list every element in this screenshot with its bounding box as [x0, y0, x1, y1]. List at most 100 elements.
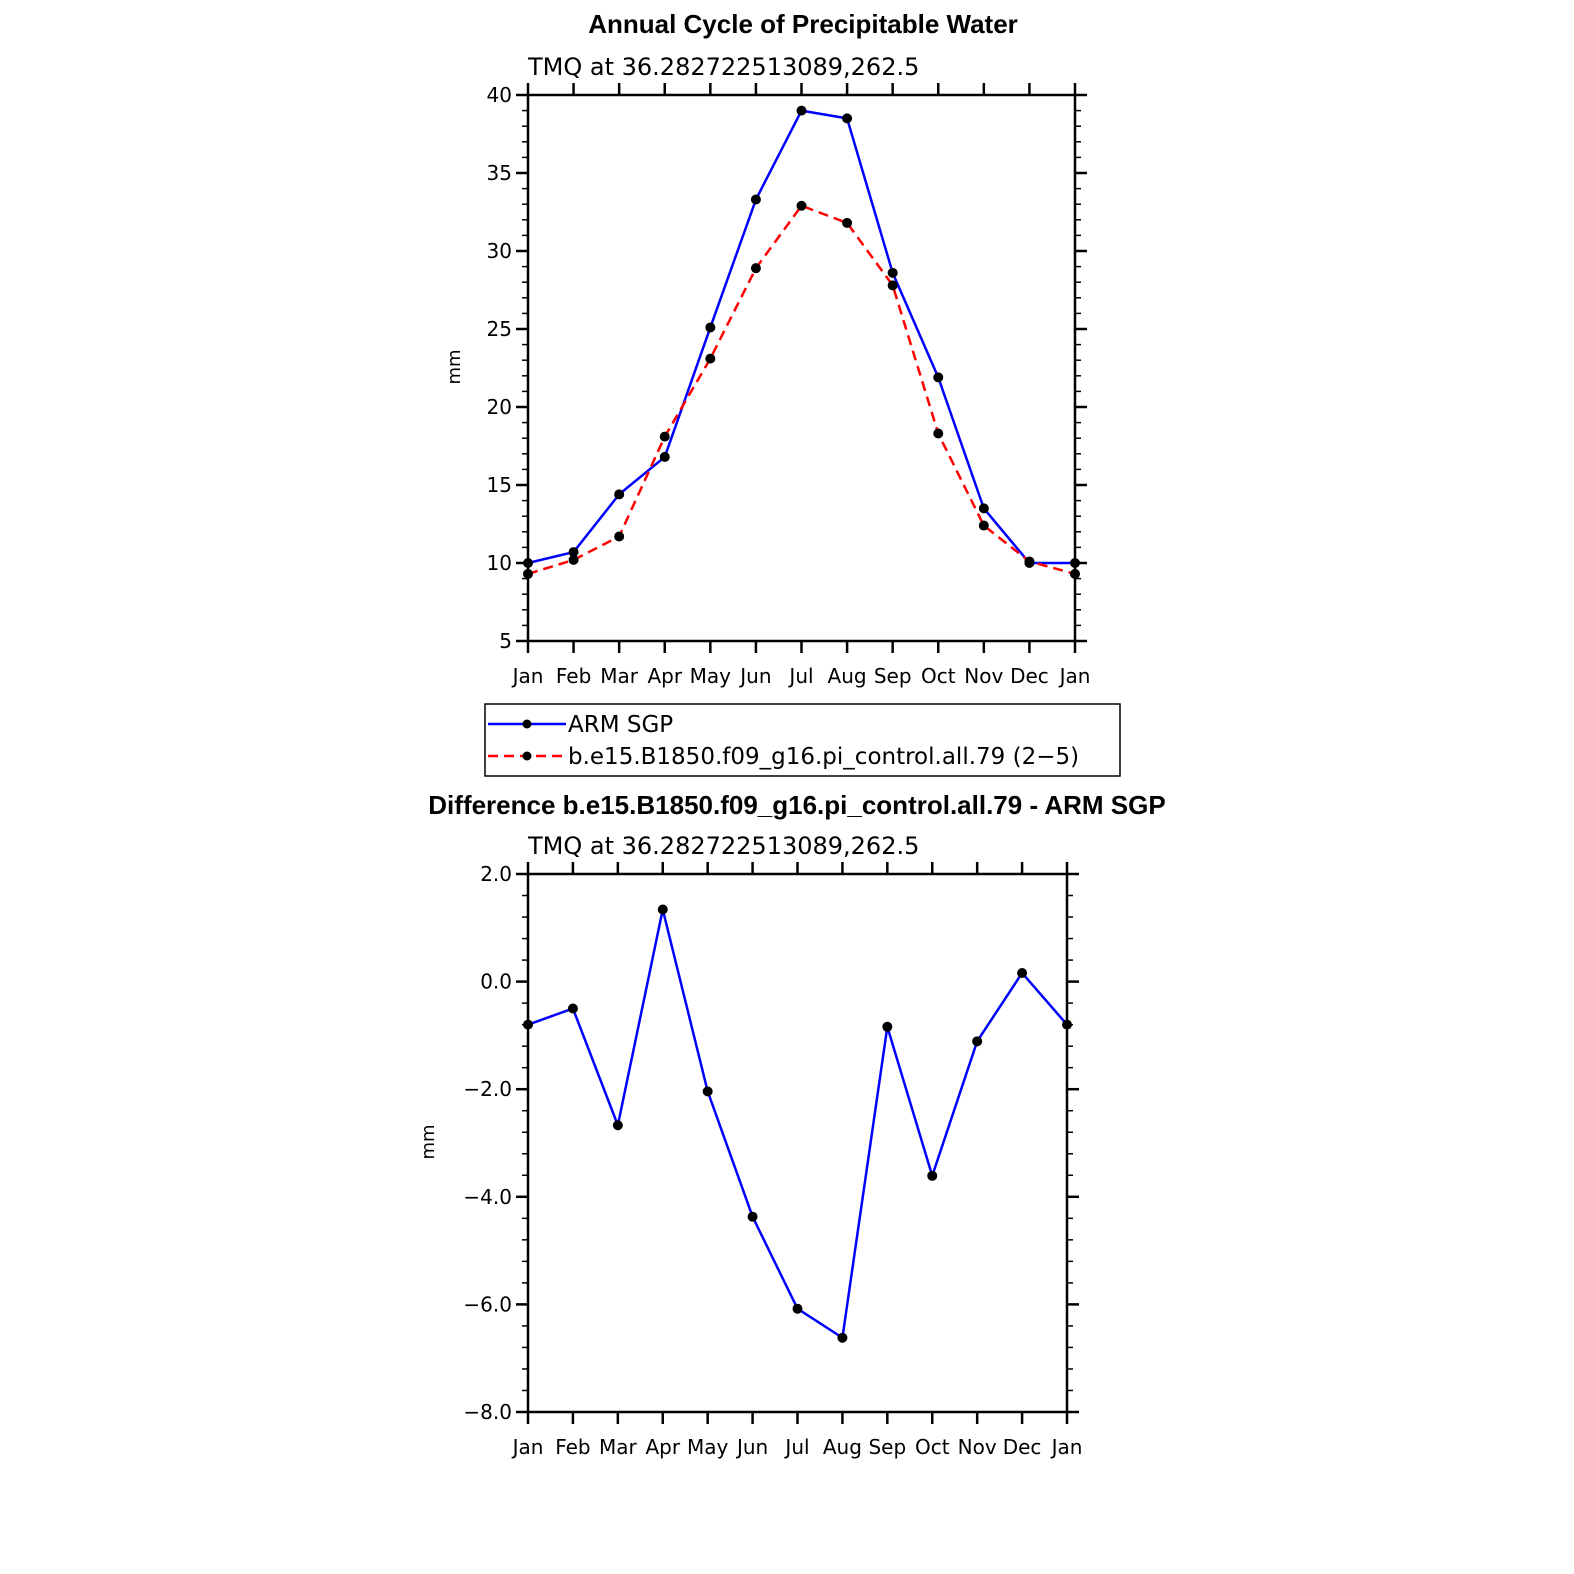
difference-chart: Difference b.e15.B1850.f09_g16.pi_contro… [418, 790, 1166, 1459]
y-tick-label: 15 [487, 473, 512, 497]
y-tick-label: 25 [487, 317, 512, 341]
data-point-series-1 [1024, 556, 1035, 567]
y-tick-label: 10 [487, 551, 512, 575]
chart1-y-tick-labels: 5 10 15 20 25 30 35 40 [487, 83, 512, 653]
data-point-series-0 [842, 113, 853, 124]
x-tick-label: Oct [915, 1435, 950, 1459]
y-tick-label: −8.0 [463, 1400, 512, 1424]
data-point-series-0 [747, 1211, 758, 1222]
x-tick-label: Mar [599, 1435, 638, 1459]
data-point-series-1 [933, 428, 944, 439]
legend-label-arm-sgp: ARM SGP [568, 712, 673, 738]
data-point-series-0 [657, 904, 668, 915]
chart2-minor-ticks [522, 873, 1073, 1413]
data-point-series-0 [750, 194, 761, 205]
data-point-series-1 [614, 531, 625, 542]
chart1-x-tick-labels: Jan Feb Mar Apr May Jun Jul Aug Sep Oct Nov Dec Jan [511, 664, 1091, 688]
x-tick-label: Apr [645, 1435, 680, 1459]
x-tick-label: Apr [647, 664, 682, 688]
chart1-frame [526, 93, 1077, 643]
legend: ARM SGP b.e15.B1850.f09_g16.pi_control.a… [484, 703, 1121, 777]
data-point-series-1 [842, 217, 853, 228]
y-tick-label: 5 [499, 629, 512, 653]
legend-box [484, 703, 1121, 777]
x-tick-label: Oct [921, 664, 956, 688]
legend-marker-arm-sgp [522, 719, 532, 729]
data-point-series-1 [978, 520, 989, 531]
x-tick-label: May [687, 1435, 729, 1459]
data-point-series-0 [882, 1021, 893, 1032]
x-tick-label: Nov [958, 1435, 997, 1459]
x-tick-label: Aug [823, 1435, 862, 1459]
data-point-series-0 [978, 503, 989, 514]
y-tick-label: −2.0 [463, 1077, 512, 1101]
data-point-series-0 [927, 1170, 938, 1181]
x-tick-label: Feb [556, 664, 591, 688]
x-tick-label: May [690, 664, 732, 688]
chart1-minor-ticks [522, 94, 1081, 642]
x-tick-label: Nov [964, 664, 1003, 688]
y-tick-label: 0.0 [480, 970, 512, 994]
x-tick-label: Aug [828, 664, 867, 688]
data-point-series-0 [972, 1036, 983, 1047]
x-tick-label: Jan [511, 1435, 544, 1459]
series-line-0 [527, 109, 1075, 565]
data-point-series-0 [933, 372, 944, 383]
x-tick-label: Jan [511, 664, 544, 688]
legend-label-model: b.e15.B1850.f09_g16.pi_control.all.79 (2… [568, 744, 1079, 770]
y-tick-label: 35 [487, 161, 512, 185]
y-tick-label: 40 [487, 83, 512, 107]
chart2-series [523, 904, 1072, 1343]
x-tick-label: Jun [735, 1435, 768, 1459]
y-tick-label: −6.0 [463, 1292, 512, 1316]
y-tick-label: 20 [487, 395, 512, 419]
chart2-title: Difference b.e15.B1850.f09_g16.pi_contro… [428, 790, 1165, 820]
chart2-y-tick-labels: −8.0 −6.0 −4.0 −2.0 0.0 2.0 [463, 862, 512, 1424]
data-point-series-1 [750, 263, 761, 274]
chart1-series [523, 105, 1080, 579]
annual-cycle-chart: Annual Cycle of Precipitable Water TMQ a… [444, 9, 1090, 688]
y-tick-label: −4.0 [463, 1185, 512, 1209]
x-tick-label: Jul [783, 1435, 809, 1459]
data-point-series-1 [659, 431, 670, 442]
data-point-series-0 [1017, 967, 1028, 978]
x-tick-label: Jul [787, 664, 813, 688]
chart1-y-axis-label: mm [444, 349, 465, 384]
x-tick-label: Mar [600, 664, 639, 688]
data-point-series-1 [705, 353, 716, 364]
chart1-major-ticks [516, 83, 1087, 653]
data-point-series-0 [567, 1003, 578, 1014]
legend-marker-model [522, 751, 532, 761]
series-line-0 [527, 908, 1068, 1340]
chart2-major-ticks [516, 862, 1079, 1424]
x-tick-label: Dec [1003, 1435, 1042, 1459]
data-point-series-0 [792, 1303, 803, 1314]
data-point-series-1 [568, 554, 579, 565]
chart1-title: Annual Cycle of Precipitable Water [588, 9, 1018, 39]
data-point-series-0 [887, 267, 898, 278]
data-point-series-0 [705, 322, 716, 333]
data-point-series-0 [614, 489, 625, 500]
x-tick-label: Feb [555, 1435, 590, 1459]
y-tick-label: 30 [487, 239, 512, 263]
data-point-series-0 [837, 1332, 848, 1343]
data-point-series-0 [796, 105, 807, 116]
data-point-series-0 [659, 451, 670, 462]
y-tick-label: 2.0 [480, 862, 512, 886]
x-tick-label: Jan [1050, 1435, 1083, 1459]
chart2-subtitle: TMQ at 36.282722513089,262.5 [527, 832, 919, 860]
x-tick-label: Jun [738, 664, 771, 688]
data-point-series-1 [887, 280, 898, 291]
x-tick-label: Jan [1058, 664, 1091, 688]
data-point-series-0 [568, 547, 579, 558]
x-tick-label: Sep [868, 1435, 906, 1459]
chart2-y-axis-label: mm [418, 1124, 439, 1159]
chart2-x-tick-labels: Jan Feb Mar Apr May Jun Jul Aug Sep Oct Nov Dec Jan [511, 1435, 1083, 1459]
x-tick-label: Sep [874, 664, 912, 688]
data-point-series-1 [796, 200, 807, 211]
data-point-series-0 [702, 1086, 713, 1097]
chart2-frame [526, 872, 1069, 1414]
chart1-subtitle: TMQ at 36.282722513089,262.5 [527, 53, 919, 81]
x-tick-label: Dec [1010, 664, 1049, 688]
